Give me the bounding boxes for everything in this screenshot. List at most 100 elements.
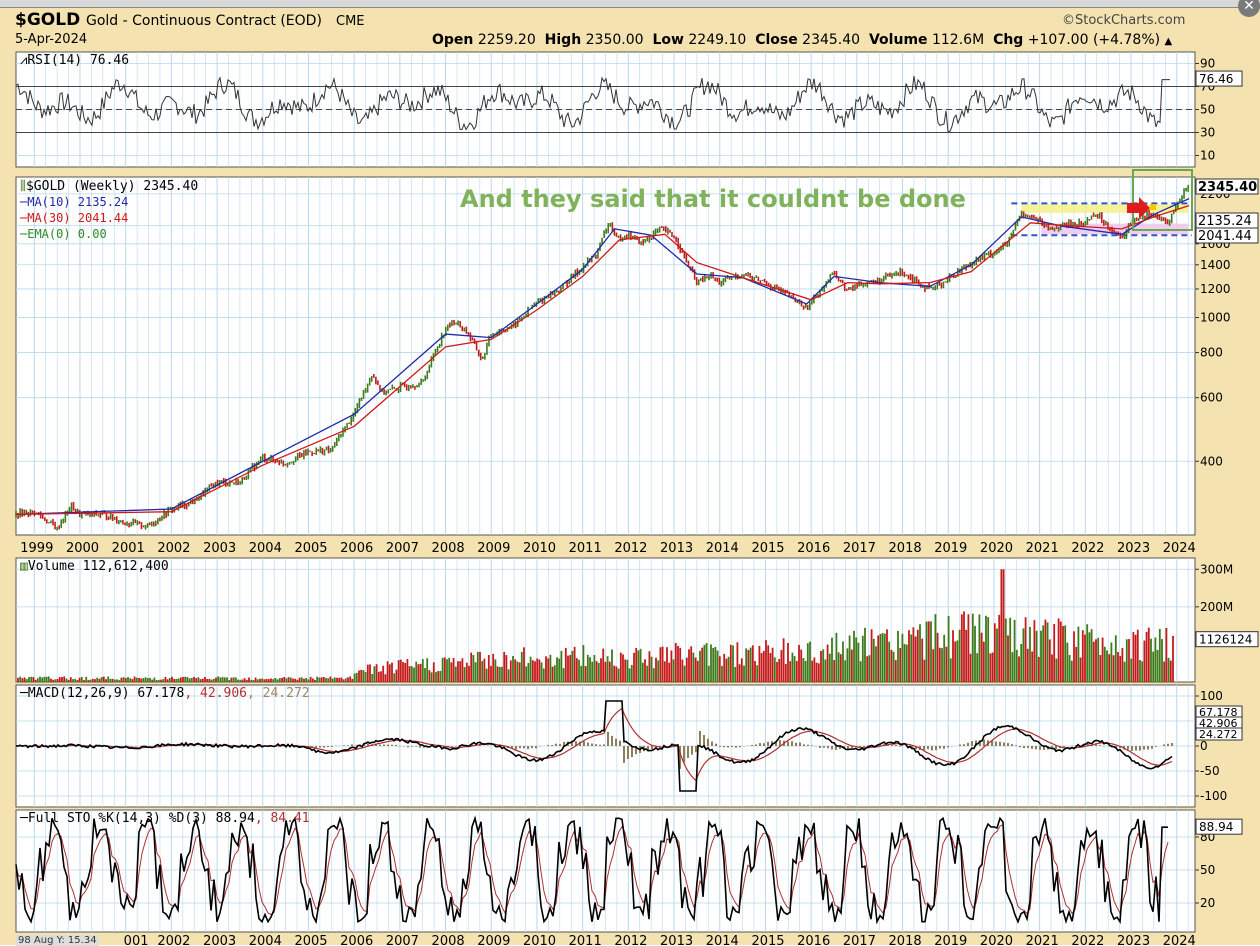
ma30-swatch: ─ bbox=[20, 211, 28, 225]
year-label: 2012 bbox=[614, 541, 647, 556]
price-legend-text: $GOLD (Weekly) 2345.40 bbox=[25, 179, 199, 194]
price-tag-text: 2135.24 bbox=[1198, 214, 1252, 229]
bottom-year-label: 2016 bbox=[797, 934, 830, 945]
macd-tag-text: 42.906 bbox=[1199, 717, 1238, 730]
year-label: 2018 bbox=[889, 541, 922, 556]
sto-tag-box bbox=[1195, 818, 1243, 835]
bottom-year-label: 2006 bbox=[340, 934, 373, 945]
bottom-year-label: 2011 bbox=[569, 934, 602, 945]
price-grid bbox=[16, 177, 1195, 535]
brand-logo[interactable]: ©StockCharts.com bbox=[1062, 13, 1185, 28]
rsi-reference-lines bbox=[16, 86, 1195, 133]
axis-tick-label: 20 bbox=[1200, 896, 1215, 910]
year-axis: 1999 2000 2001 2002 2003 2004 2005 2006 2007 2008… bbox=[20, 541, 1196, 556]
axis-tick-label: 90 bbox=[1200, 57, 1215, 71]
ma10-line bbox=[15, 198, 1190, 516]
axis-tick-label: 600 bbox=[1200, 391, 1223, 405]
bottom-year-label: 2005 bbox=[294, 934, 327, 945]
volume-bars bbox=[17, 569, 1174, 682]
price-panel: 220018001600140012001000800600400 2345.4… bbox=[15, 169, 1259, 536]
axis-tick-label: 400 bbox=[1200, 454, 1223, 468]
axis-tick-label: -100 bbox=[1200, 789, 1227, 803]
bottom-year-label: 2018 bbox=[889, 934, 922, 945]
ma10-legend: ─MA(10) 2135.24 bbox=[20, 195, 128, 209]
date-label: 5-Apr-2024 bbox=[15, 32, 88, 47]
high-value: 2350.00 bbox=[585, 32, 644, 48]
year-label: 2022 bbox=[1071, 541, 1104, 556]
axis-tick-label: 300M bbox=[1200, 562, 1233, 576]
close-label: Close bbox=[755, 32, 798, 48]
highlight-box bbox=[1132, 169, 1193, 231]
price-tag-text: 2345.40 bbox=[1198, 180, 1257, 195]
symbol-title: $GOLD bbox=[15, 10, 81, 30]
red-arrow-icon bbox=[1127, 197, 1150, 219]
low-label: Low bbox=[652, 32, 684, 48]
bottom-year-label: 2002 bbox=[157, 934, 190, 945]
bottom-year-label: 2009 bbox=[477, 934, 510, 945]
bottom-year-label: 2024 bbox=[1163, 934, 1196, 945]
rsi-legend-text: RSI(14) 76.46 bbox=[27, 53, 130, 68]
year-label: 2004 bbox=[249, 541, 282, 556]
price-tag-text: 2041.44 bbox=[1198, 229, 1252, 244]
low-value: 2249.10 bbox=[688, 32, 747, 48]
bottom-year-label: 2010 bbox=[523, 934, 556, 945]
bottom-year-label: 2013 bbox=[660, 934, 693, 945]
sto-legend-d: , 84.41 bbox=[254, 811, 310, 826]
chg-value: +107.00 (+4.78%) bbox=[1027, 32, 1161, 48]
marker-dot bbox=[1150, 204, 1156, 210]
volume-value: 112.6M bbox=[931, 32, 985, 48]
bottom-year-label: 2020 bbox=[980, 934, 1013, 945]
year-label: 2024 bbox=[1163, 541, 1196, 556]
year-label: 2013 bbox=[660, 541, 693, 556]
ma30-legend: ─MA(30) 2041.44 bbox=[20, 211, 128, 225]
bottom-year-label: 2004 bbox=[249, 934, 282, 945]
bottom-year-label: 2008 bbox=[432, 934, 465, 945]
bottom-year-label: 2012 bbox=[614, 934, 647, 945]
macd-tag-text: 67.178 bbox=[1199, 706, 1238, 719]
instrument-name: Gold - Continuous Contract (EOD) bbox=[86, 13, 322, 29]
year-label: 2019 bbox=[934, 541, 967, 556]
close-icon[interactable]: ✕ bbox=[1238, 0, 1260, 17]
ema-swatch: ─ bbox=[20, 227, 28, 241]
volume-axis: 300M 200M 1126124 bbox=[1195, 562, 1259, 648]
ma10-swatch: ─ bbox=[20, 195, 28, 209]
volume-tag-text: 1126124 bbox=[1199, 633, 1252, 647]
volume-label: Volume bbox=[868, 32, 928, 48]
close-value: 2345.40 bbox=[802, 32, 861, 48]
rsi-line bbox=[15, 75, 1170, 133]
rsi-axis: 907050301076.46 bbox=[1195, 57, 1243, 163]
bottom-year-label: 2015 bbox=[751, 934, 784, 945]
year-label: 2016 bbox=[797, 541, 830, 556]
exchange-label: CME bbox=[336, 14, 365, 29]
macd-legend-signal: , 42.906 bbox=[184, 686, 247, 701]
price-series bbox=[15, 198, 1190, 516]
bottom-year-label: 2014 bbox=[706, 934, 739, 945]
rsi-panel: 907050301076.46 bbox=[15, 51, 1243, 168]
bottom-year-label: 2021 bbox=[1026, 934, 1059, 945]
year-label: 2023 bbox=[1117, 541, 1150, 556]
sto-tag-text: 88.94 bbox=[1199, 820, 1233, 834]
sto-value-tag: 88.94 bbox=[1195, 818, 1243, 835]
macd-legend: ─MACD(12,26,9) 67.178, 42.906, 24.272 bbox=[20, 686, 310, 701]
year-label: 2009 bbox=[477, 541, 510, 556]
axis-tick-label: 10 bbox=[1200, 149, 1215, 163]
chg-label: Chg bbox=[993, 32, 1024, 48]
axis-tick-label: 30 bbox=[1200, 126, 1215, 140]
sto-swatch: ─ bbox=[20, 811, 28, 826]
crosshair-readout: 98 Aug Y: 15.34 bbox=[16, 935, 99, 946]
year-label: 2011 bbox=[569, 541, 602, 556]
year-label: 2014 bbox=[706, 541, 739, 556]
axis-tick-label: 1000 bbox=[1200, 311, 1231, 325]
bottom-year-axis: 001 2002 2003 2004 2005 2006 2007 2008 2009 2010 2… bbox=[124, 934, 1196, 945]
ema-legend: ─EMA(0) 0.00 bbox=[20, 227, 107, 241]
macd-tag-box bbox=[1195, 727, 1243, 741]
price-tag-box bbox=[1195, 227, 1259, 244]
year-label: 2006 bbox=[340, 541, 373, 556]
year-label: 2007 bbox=[386, 541, 419, 556]
ema-legend-text: EMA(0) 0.00 bbox=[27, 227, 107, 241]
